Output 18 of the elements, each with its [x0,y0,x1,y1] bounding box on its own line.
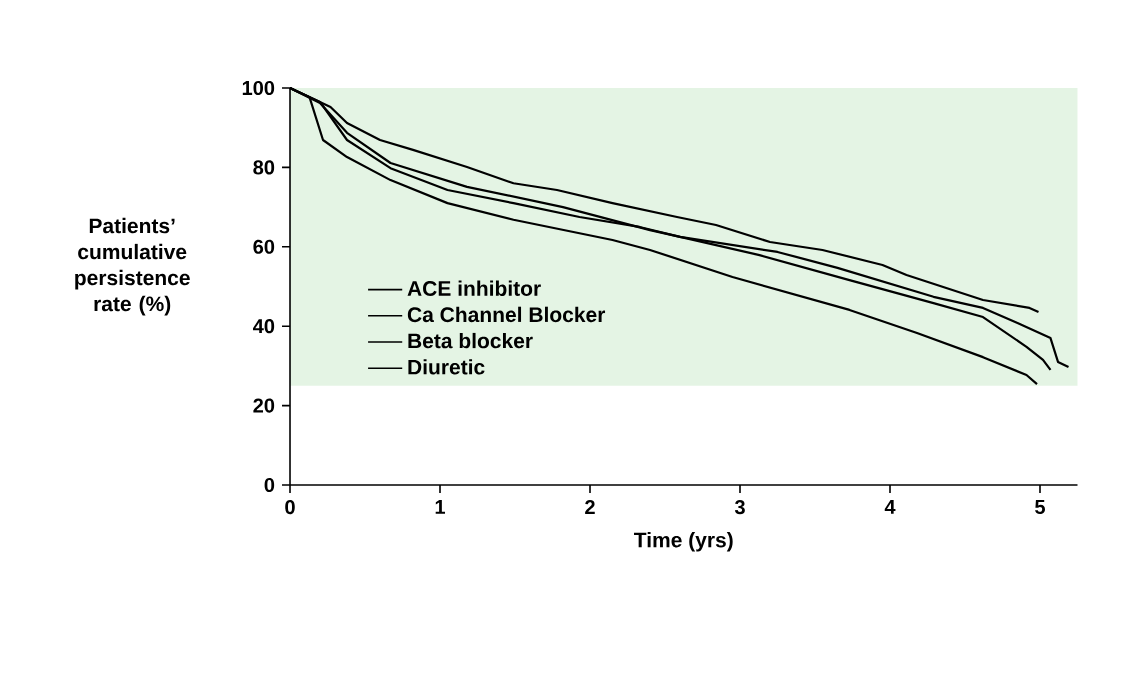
x-axis-title: Time (yrs) [634,531,733,552]
x-tick-label: 5 [1035,500,1046,514]
legend-label: Beta blocker [408,332,533,349]
x-tick-label: 1 [435,500,446,514]
y-tick-label: 100 [242,80,275,96]
y-tick-label: 80 [253,160,275,175]
y-tick-label: 20 [253,398,275,413]
y-tick-label: 40 [253,319,275,334]
y-axis-title: Patients’ cumulative persistence rate (%) [75,217,190,316]
x-tick-label: 2 [585,500,595,515]
y-tick-label: 0 [264,477,275,493]
x-tick-label: 3 [734,500,745,515]
x-tick-label: 0 [285,500,295,515]
legend-label: ACE inhibitor [407,280,541,296]
legend-label: Diuretic [408,359,485,375]
legend-label: Ca Channel Blocker [407,306,606,323]
y-tick-label: 60 [253,239,275,254]
x-tick-label: 4 [884,500,896,514]
